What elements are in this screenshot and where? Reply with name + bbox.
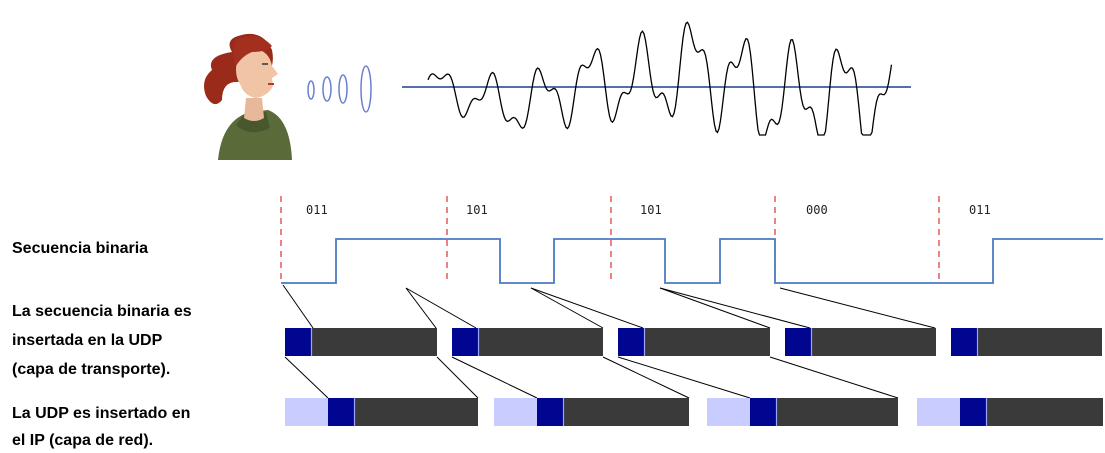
woman-speaking-icon <box>204 33 292 160</box>
bit-group-labels: 011 101 101 000 011 <box>306 203 991 217</box>
udp-packet <box>285 328 437 356</box>
udp-header <box>285 328 311 356</box>
sound-wave-rings-icon <box>307 65 372 113</box>
ip-packet <box>917 398 1103 426</box>
udp-packet <box>618 328 770 356</box>
udp-header <box>537 398 563 426</box>
udp-packets-row <box>285 328 1102 356</box>
label-ip-insertion-line2: el IP (capa de red). <box>12 432 153 449</box>
bit-group-label-3: 101 <box>640 203 662 217</box>
label-udp-insertion-line1: La secuencia binaria es <box>12 303 192 320</box>
udp-packet <box>951 328 1102 356</box>
sound-ring-small <box>307 80 315 100</box>
binary-signal-trace <box>281 238 1103 284</box>
udp-header <box>618 328 644 356</box>
udp-packet <box>452 328 603 356</box>
ip-header <box>494 398 537 426</box>
udp-to-ip-connectors <box>284 356 899 399</box>
ip-packets-row <box>285 398 1103 426</box>
ip-header <box>917 398 960 426</box>
analog-waveform <box>402 21 911 136</box>
sound-ring-medium-a <box>322 76 332 102</box>
ip-header <box>707 398 750 426</box>
bit-group-label-1: 011 <box>306 203 328 217</box>
udp-header <box>750 398 776 426</box>
sound-ring-large <box>360 65 372 113</box>
ip-header <box>285 398 328 426</box>
row-labels: Secuencia binaria La secuencia binaria e… <box>12 240 192 449</box>
label-udp-insertion-line2: insertada en la UDP <box>12 332 163 349</box>
bit-group-label-4: 000 <box>806 203 828 217</box>
sound-ring-medium-b <box>338 74 348 104</box>
ip-packet <box>707 398 898 426</box>
label-udp-insertion-line3: (capa de transporte). <box>12 361 170 378</box>
label-ip-insertion-line1: La UDP es insertado en <box>12 405 190 422</box>
udp-header <box>328 398 354 426</box>
ip-packet <box>285 398 478 426</box>
bit-group-label-5: 011 <box>969 203 991 217</box>
label-binary-sequence: Secuencia binaria <box>12 240 148 257</box>
udp-header <box>951 328 977 356</box>
bit-group-label-2: 101 <box>466 203 488 217</box>
waveform-curve <box>427 21 893 136</box>
udp-header <box>785 328 811 356</box>
signal-to-udp-connectors <box>282 284 936 329</box>
udp-header <box>960 398 986 426</box>
udp-header <box>452 328 478 356</box>
ip-packet <box>494 398 689 426</box>
udp-packet <box>785 328 936 356</box>
